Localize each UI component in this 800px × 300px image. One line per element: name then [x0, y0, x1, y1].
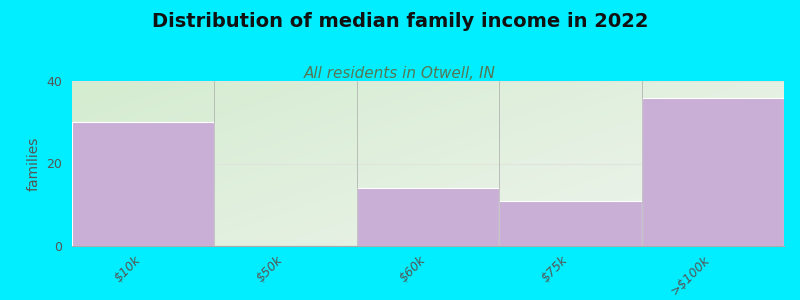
Bar	[499, 201, 642, 246]
Text: Distribution of median family income in 2022: Distribution of median family income in …	[152, 12, 648, 31]
Y-axis label: families: families	[27, 136, 41, 191]
Text: All residents in Otwell, IN: All residents in Otwell, IN	[304, 66, 496, 81]
Bar	[357, 188, 499, 246]
Bar	[642, 98, 784, 246]
Bar	[72, 122, 214, 246]
